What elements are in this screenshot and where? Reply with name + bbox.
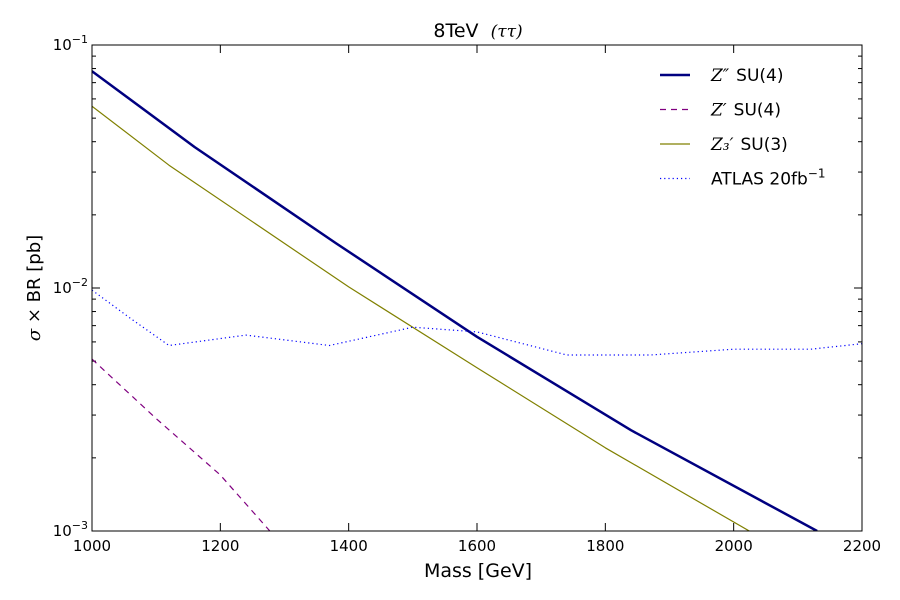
legend-text: SU(4)	[736, 66, 783, 86]
x-tick-label: 1600	[458, 537, 496, 555]
chart-title-math: (ττ)	[491, 22, 523, 42]
legend-sup: −1	[808, 167, 826, 181]
chart-title-text: 8TeV	[433, 20, 478, 42]
plot-area	[92, 45, 862, 531]
legend: Z″ SU(4)Z′ SU(4)Z₃′ SU(3)ATLAS 20fb−1	[660, 66, 826, 190]
y-tick-base: 10	[53, 522, 72, 540]
x-tick-label: 2000	[715, 537, 753, 555]
y-tick-exp: −2	[72, 276, 88, 289]
series-layer	[92, 70, 862, 531]
plot-frame	[91, 44, 863, 532]
y-axis-label-math: σ ×	[24, 302, 45, 341]
legend-text: SU(3)	[741, 135, 788, 155]
y-axis-label: σ × BR [pb]	[24, 235, 45, 341]
legend-math: Z′	[710, 101, 727, 121]
legend-text: ATLAS 20fb	[711, 170, 808, 190]
legend-math: Z₃′	[710, 135, 734, 155]
x-tick-label: 1000	[73, 537, 111, 555]
series-line-1	[92, 358, 271, 531]
chart-title: 8TeV (ττ)	[433, 20, 522, 42]
legend-entry-2: Z₃′ SU(3)	[710, 135, 788, 155]
series-line-2	[92, 105, 751, 531]
series-line-0	[92, 70, 818, 531]
x-axis-label: Mass [GeV]	[424, 560, 532, 582]
legend-entry-0: Z″ SU(4)	[710, 66, 784, 86]
legend-entry-3: ATLAS 20fb−1	[711, 167, 826, 190]
y-tick-base: 10	[53, 36, 72, 54]
x-tick-label: 1400	[330, 537, 368, 555]
x-tick-label: 1800	[586, 537, 624, 555]
y-tick-label: 10−2	[53, 276, 88, 297]
y-tick-base: 10	[53, 279, 72, 297]
legend-entry-1: Z′ SU(4)	[710, 101, 781, 121]
series-line-3	[92, 289, 862, 356]
y-tick-exp: −3	[72, 519, 88, 532]
legend-math: Z″	[710, 66, 730, 86]
y-axis-label-text: BR [pb]	[24, 235, 45, 302]
legend-text: SU(4)	[734, 101, 781, 121]
y-tick-exp: −1	[72, 33, 88, 46]
x-tick-label: 2200	[843, 537, 881, 555]
x-tick-label: 1200	[201, 537, 239, 555]
y-tick-label: 10−1	[53, 33, 88, 54]
y-tick-label: 10−3	[53, 519, 88, 540]
